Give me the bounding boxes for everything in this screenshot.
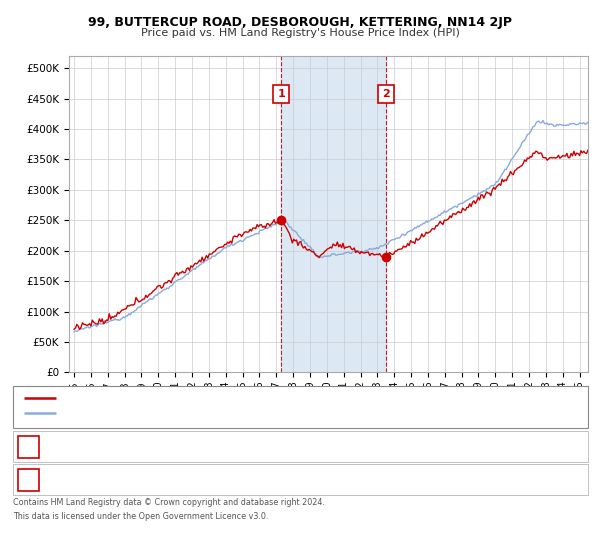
Text: 2: 2	[382, 89, 389, 99]
Text: 05-JUL-2013: 05-JUL-2013	[58, 475, 122, 484]
Text: £249,995: £249,995	[223, 442, 273, 451]
Bar	[281, 56, 386, 372]
Text: 1: 1	[25, 442, 32, 451]
Text: HPI: Average price, detached house, North Northamptonshire: HPI: Average price, detached house, Nort…	[62, 408, 363, 418]
Text: 99, BUTTERCUP ROAD, DESBOROUGH, KETTERING, NN14 2JP: 99, BUTTERCUP ROAD, DESBOROUGH, KETTERIN…	[88, 16, 512, 29]
Text: 12% ↓ HPI: 12% ↓ HPI	[361, 475, 416, 484]
Text: 18-APR-2007: 18-APR-2007	[58, 442, 125, 451]
Text: 99, BUTTERCUP ROAD, DESBOROUGH, KETTERING, NN14 2JP (detached house): 99, BUTTERCUP ROAD, DESBOROUGH, KETTERIN…	[62, 393, 449, 403]
Text: 11% ↑ HPI: 11% ↑ HPI	[361, 442, 416, 451]
Text: This data is licensed under the Open Government Licence v3.0.: This data is licensed under the Open Gov…	[13, 512, 269, 521]
Text: £190,000: £190,000	[223, 475, 272, 484]
Text: Contains HM Land Registry data © Crown copyright and database right 2024.: Contains HM Land Registry data © Crown c…	[13, 498, 325, 507]
Text: 2: 2	[25, 475, 32, 484]
Text: 1: 1	[277, 89, 285, 99]
Text: Price paid vs. HM Land Registry's House Price Index (HPI): Price paid vs. HM Land Registry's House …	[140, 28, 460, 38]
